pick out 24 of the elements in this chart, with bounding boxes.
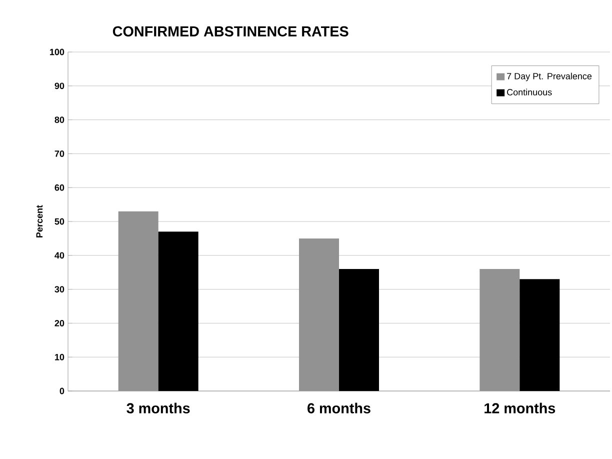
legend-label: 7 Day Pt. Prevalence <box>507 72 592 82</box>
y-tick-label: 20 <box>54 320 64 326</box>
bar <box>158 232 198 391</box>
chart-title: CONFIRMED ABSTINENCE RATES <box>112 26 348 36</box>
y-tick-label: 40 <box>54 252 64 259</box>
y-tick-label: 80 <box>54 116 64 123</box>
bar <box>520 279 560 391</box>
x-tick-label: 3 months <box>126 402 190 414</box>
y-tick-label: 10 <box>55 354 64 360</box>
bar <box>339 268 380 391</box>
y-tick-label: 90 <box>54 82 64 90</box>
bar <box>299 238 339 391</box>
legend-label: Continuous <box>507 88 552 96</box>
bar <box>480 268 520 391</box>
y-tick-label: 100 <box>50 48 64 56</box>
bar <box>118 211 158 391</box>
x-tick-label: 12 months <box>484 402 556 414</box>
y-tick-label: 70 <box>54 150 64 157</box>
y-axis-title: Percent <box>36 205 43 238</box>
y-tick-label: 50 <box>54 218 64 225</box>
x-tick-label: 6 months <box>308 402 370 414</box>
y-tick-label: 0 <box>60 388 64 394</box>
y-tick-label: 30 <box>54 286 64 292</box>
y-tick-label: 60 <box>54 184 64 191</box>
